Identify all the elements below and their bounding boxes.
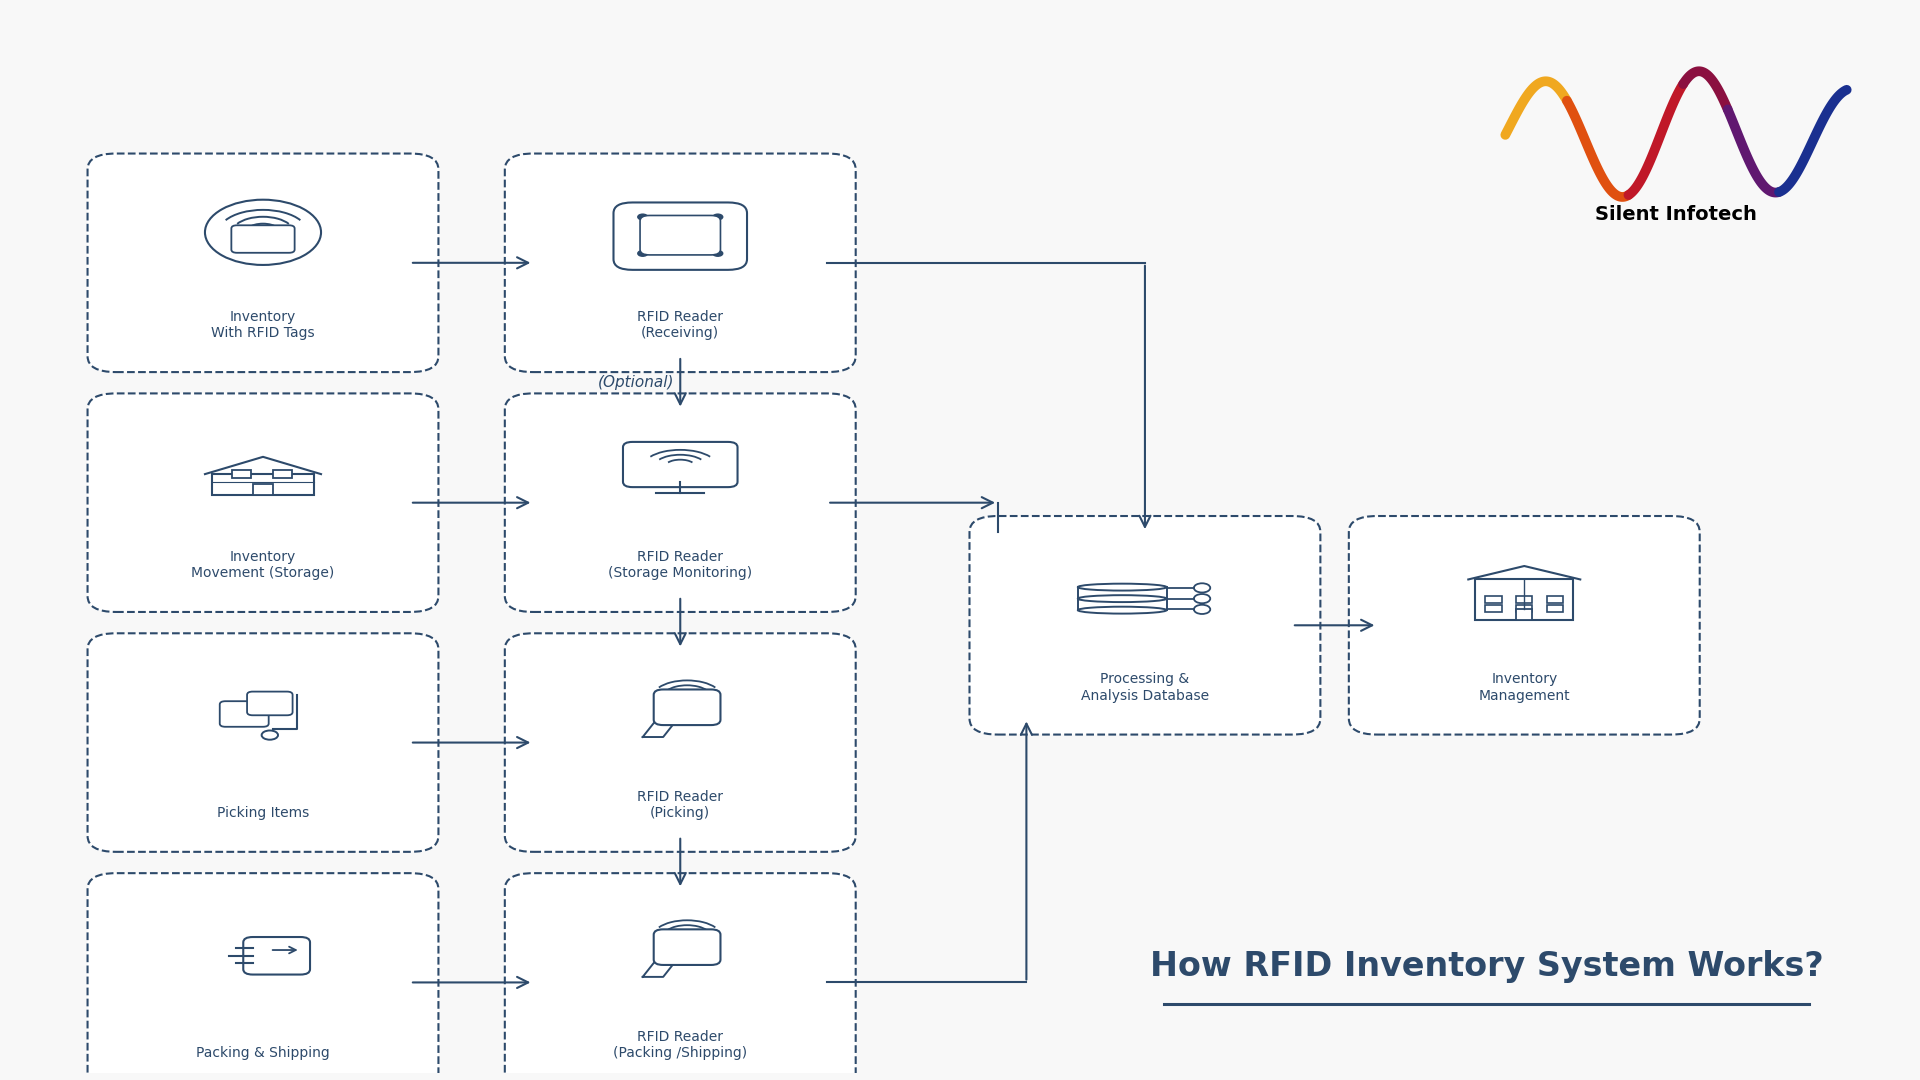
FancyBboxPatch shape [505, 633, 856, 852]
FancyBboxPatch shape [614, 202, 747, 270]
FancyBboxPatch shape [1475, 580, 1572, 620]
FancyBboxPatch shape [230, 226, 294, 253]
FancyBboxPatch shape [639, 216, 720, 255]
FancyBboxPatch shape [248, 691, 292, 715]
FancyBboxPatch shape [88, 633, 438, 852]
Text: How RFID Inventory System Works?: How RFID Inventory System Works? [1150, 950, 1824, 983]
Text: Inventory
Movement (Storage): Inventory Movement (Storage) [192, 550, 334, 580]
Text: (Optional): (Optional) [597, 375, 674, 390]
Circle shape [637, 251, 647, 256]
Text: Silent Infotech: Silent Infotech [1596, 205, 1757, 225]
FancyBboxPatch shape [88, 393, 438, 612]
FancyBboxPatch shape [505, 873, 856, 1080]
Circle shape [712, 251, 722, 256]
FancyBboxPatch shape [505, 153, 856, 373]
Text: RFID Reader
(Receiving): RFID Reader (Receiving) [637, 310, 724, 340]
Polygon shape [643, 960, 678, 977]
FancyBboxPatch shape [970, 516, 1321, 734]
FancyBboxPatch shape [1517, 596, 1532, 604]
FancyBboxPatch shape [505, 393, 856, 612]
FancyBboxPatch shape [219, 701, 269, 727]
FancyBboxPatch shape [622, 442, 737, 487]
FancyBboxPatch shape [1548, 596, 1563, 604]
FancyBboxPatch shape [273, 470, 292, 478]
Polygon shape [643, 719, 678, 737]
Text: Processing &
Analysis Database: Processing & Analysis Database [1081, 673, 1210, 703]
Text: RFID Reader
(Storage Monitoring): RFID Reader (Storage Monitoring) [609, 550, 753, 580]
FancyBboxPatch shape [232, 470, 252, 478]
Circle shape [637, 214, 647, 219]
Text: RFID Reader
(Picking): RFID Reader (Picking) [637, 789, 724, 820]
Ellipse shape [1077, 595, 1167, 602]
FancyBboxPatch shape [253, 484, 273, 496]
Text: Inventory
Management: Inventory Management [1478, 673, 1571, 703]
FancyBboxPatch shape [88, 873, 438, 1080]
Text: Inventory
With RFID Tags: Inventory With RFID Tags [211, 310, 315, 340]
FancyBboxPatch shape [1486, 605, 1501, 612]
FancyBboxPatch shape [1517, 609, 1532, 620]
Text: Picking Items: Picking Items [217, 806, 309, 820]
Circle shape [712, 214, 722, 219]
FancyBboxPatch shape [244, 937, 309, 974]
FancyBboxPatch shape [211, 474, 315, 496]
Text: Packing & Shipping: Packing & Shipping [196, 1045, 330, 1059]
FancyBboxPatch shape [653, 930, 720, 964]
FancyBboxPatch shape [1548, 605, 1563, 612]
Ellipse shape [1077, 583, 1167, 591]
FancyBboxPatch shape [1486, 596, 1501, 604]
Ellipse shape [1077, 607, 1167, 613]
FancyBboxPatch shape [1517, 605, 1532, 612]
FancyBboxPatch shape [1350, 516, 1699, 734]
Text: RFID Reader
(Packing /Shipping): RFID Reader (Packing /Shipping) [612, 1029, 747, 1059]
FancyBboxPatch shape [653, 689, 720, 725]
FancyBboxPatch shape [88, 153, 438, 373]
